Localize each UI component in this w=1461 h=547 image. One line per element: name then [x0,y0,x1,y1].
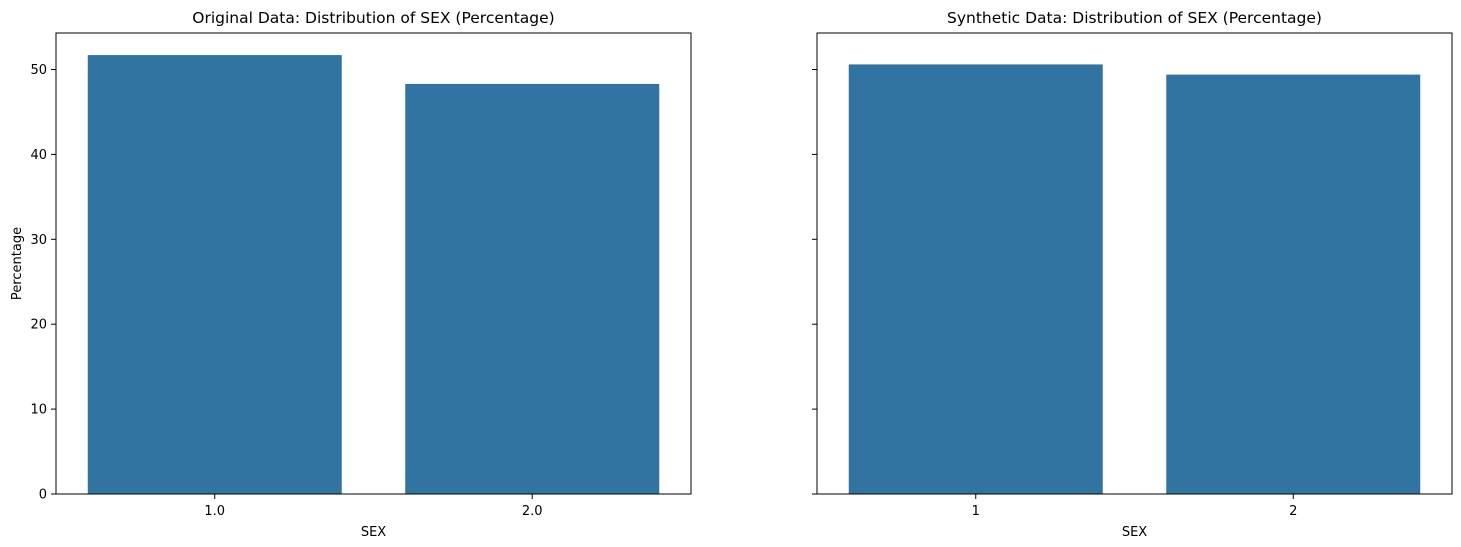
chart-panel-2: 1 2 Synthetic Data: Distribution of SEX (P… [812,9,1453,540]
y-tick-label: 40 [30,148,47,163]
x-tick-label: 2 [1289,504,1297,519]
chart-panel-1: 0 10 20 30 40 50 1.0 2.0 Original Data: Distribu… [10,9,692,540]
axes-frame [816,32,1453,495]
x-axis-label: SEX [361,525,386,540]
bar-1.0 [87,55,342,494]
y-axis-label: Percentage [10,227,25,300]
panels: 0 10 20 30 40 50 1.0 2.0 Original Data: Distribu… [10,9,1453,540]
bar-2 [1166,74,1421,494]
x-axis-label: SEX [1122,525,1147,540]
y-tick-label: 50 [30,63,47,78]
x-tick-label: 1 [972,504,980,519]
y-tick-label: 30 [30,233,47,248]
y-tick-label: 10 [30,403,47,418]
chart-title: Synthetic Data: Distribution of SEX (Per… [947,9,1322,27]
chart-title: Original Data: Distribution of SEX (Perc… [192,9,554,27]
y-tick-label: 20 [30,318,47,333]
bar-2.0 [405,83,660,495]
axes-frame [55,32,692,495]
x-tick-label: 1.0 [204,504,225,519]
bar-1 [848,64,1103,494]
y-tick-label: 0 [39,488,47,503]
x-tick-label: 2.0 [522,504,543,519]
